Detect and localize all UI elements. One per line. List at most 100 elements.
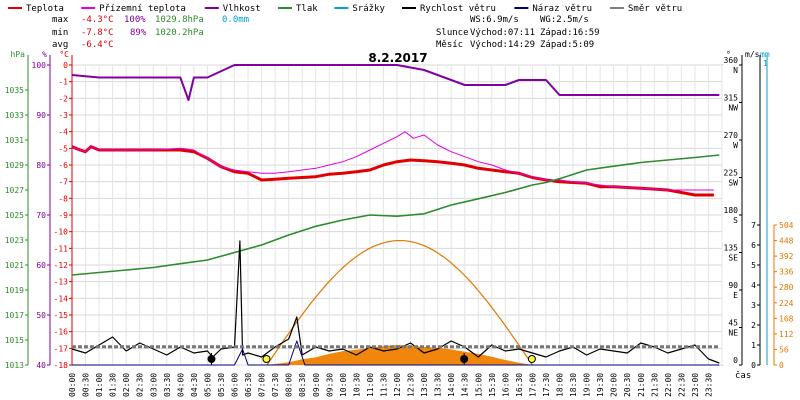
x-tick-label: 13:30 [434, 373, 443, 397]
legend-label: Přízemní teplota [99, 4, 186, 14]
axis-tick-label: 1 [751, 341, 756, 350]
axis-tick-label: 1025 [5, 211, 24, 220]
x-tick-label: 03:30 [163, 373, 172, 397]
axis-tick-label: 1023 [5, 236, 24, 245]
axis-tick-label: 90 [728, 281, 738, 290]
axis-tick-label: 4 [751, 281, 756, 290]
x-tick-label: 14:00 [447, 373, 456, 397]
x-tick-label: 06:00 [231, 373, 240, 397]
marker-sunset [527, 355, 536, 363]
x-tick-label: 18:30 [569, 373, 578, 397]
x-tick-label: 04:00 [176, 373, 185, 397]
axis-tick-label: 3 [751, 301, 756, 310]
axis-tick-label: 504 [779, 221, 794, 230]
axis-tick-label: -10 [54, 228, 69, 237]
axis-unit: % [42, 50, 47, 59]
info-sunset: Západ:16:59 [540, 28, 600, 38]
axis-tick-label: -3 [58, 111, 68, 120]
legend-label: Tlak [296, 4, 318, 14]
axis-tick-label: 2 [751, 321, 756, 330]
axis-tick-label: 1013 [5, 361, 24, 370]
axis-tick-label: 1035 [5, 86, 24, 95]
x-tick-label: 10:00 [339, 373, 348, 397]
axis-tick-label: 0 [751, 361, 756, 370]
axis-tick-label: 50 [36, 311, 46, 320]
x-tick-label: 20:30 [623, 373, 632, 397]
axis-tick-label: -5 [58, 144, 68, 153]
axis-tick-label: 1027 [5, 186, 24, 195]
stats-block: max -4.3°C 100% 1029.8hPa 0.0mm min -7.8… [52, 15, 249, 50]
x-tick-label: 02:00 [122, 373, 131, 397]
x-tick-label: 13:00 [420, 373, 429, 397]
axis-tick-label: -7 [58, 178, 68, 187]
axis-unit: hPa [11, 50, 26, 59]
axis-tick-label: 90 [36, 111, 46, 120]
axis-tick-label: -11 [54, 244, 69, 253]
axis-tick-label: 1015 [5, 336, 24, 345]
axis-dir-label: NW [728, 104, 738, 113]
series-teplota [71, 145, 714, 197]
x-tick-label: 23:30 [704, 373, 713, 397]
legend-label: Rychlost větru [420, 4, 496, 14]
axis-dir-label: E [733, 291, 738, 300]
axis-tick-label: 1021 [5, 261, 24, 270]
axis-dir-label: S [733, 216, 738, 225]
axis-tick-label: 270 [724, 131, 739, 140]
x-tick-label: 14:30 [461, 373, 470, 397]
axis-tick-label: 360 [724, 56, 739, 65]
x-tick-label: 11:30 [379, 373, 388, 397]
axis-tick-label: 70 [36, 211, 46, 220]
series-tlak [71, 154, 720, 276]
axis-tick-label: 1029 [5, 161, 24, 170]
axis-tick-label: 0 [733, 356, 738, 365]
stat-min-label: min [52, 28, 68, 38]
axis-tick-label: -18 [54, 361, 69, 370]
axis-unit: m/s [745, 50, 760, 59]
series-rychlost-v-tru [71, 240, 720, 364]
axis-tick-label: 448 [779, 237, 794, 246]
x-tick-label: 06:30 [244, 373, 253, 397]
x-tick-label: 01:00 [95, 373, 104, 397]
x-tick-label: 02:30 [136, 373, 145, 397]
x-tick-label: 05:00 [203, 373, 212, 397]
axis-tick-label: 45 [728, 319, 738, 328]
legend-label: Teplota [26, 4, 64, 14]
marker-moonset [207, 355, 216, 363]
axis-tick-label: 100 [32, 61, 47, 70]
stat-avg-label: avg [52, 40, 68, 50]
x-tick-label: 09:00 [312, 373, 321, 397]
legend: Teplota Přízemní teplota Vlhkost Tlak Srážky… [8, 4, 682, 14]
x-tick-label: 00:00 [68, 373, 77, 397]
axis-tick-label: 392 [779, 252, 794, 261]
axis-tick-label: 168 [779, 314, 794, 323]
x-tick-label: 22:30 [677, 373, 686, 397]
axis-unit: mm [760, 50, 770, 59]
axis-tick-label: 135 [724, 244, 739, 253]
series-p-zemn-teplota [71, 131, 714, 191]
stat-min-hum: 89% [130, 28, 147, 38]
axis-tick-label: 280 [779, 283, 794, 292]
marker-sunrise [262, 355, 271, 363]
axis-tick-label: -17 [54, 344, 69, 353]
axis-dir-label: SE [728, 254, 738, 263]
axis-tick-label: 80 [36, 161, 46, 170]
x-tick-label: 17:30 [542, 373, 551, 397]
series-n-raz-v-tru [72, 340, 720, 366]
x-tick-label: 07:00 [258, 373, 267, 397]
x-tick-label: 15:00 [474, 373, 483, 397]
x-tick-label: 19:30 [596, 373, 605, 397]
axis-tick-label: 6 [751, 241, 756, 250]
axis-tick-label: 7 [751, 221, 756, 230]
stat-max-temp: -4.3°C [81, 15, 114, 25]
x-tick-label: 00:30 [82, 373, 91, 397]
axis-tick-label: -8 [58, 194, 68, 203]
axis-tick-label: 224 [779, 299, 794, 308]
axis-tick-label: -13 [54, 278, 69, 287]
axis-tick-label: -4 [58, 128, 68, 137]
x-tick-label: 20:00 [610, 373, 619, 397]
info-wg: WG:2.5m/s [540, 15, 589, 25]
axis-tick-label: 112 [779, 330, 794, 339]
marker-moonrise [460, 355, 469, 363]
info-block: WS:6.9m/s WG:2.5m/s Slunce Východ:07:11 … [436, 15, 600, 50]
chart-title: 8.2.2017 [368, 51, 427, 65]
